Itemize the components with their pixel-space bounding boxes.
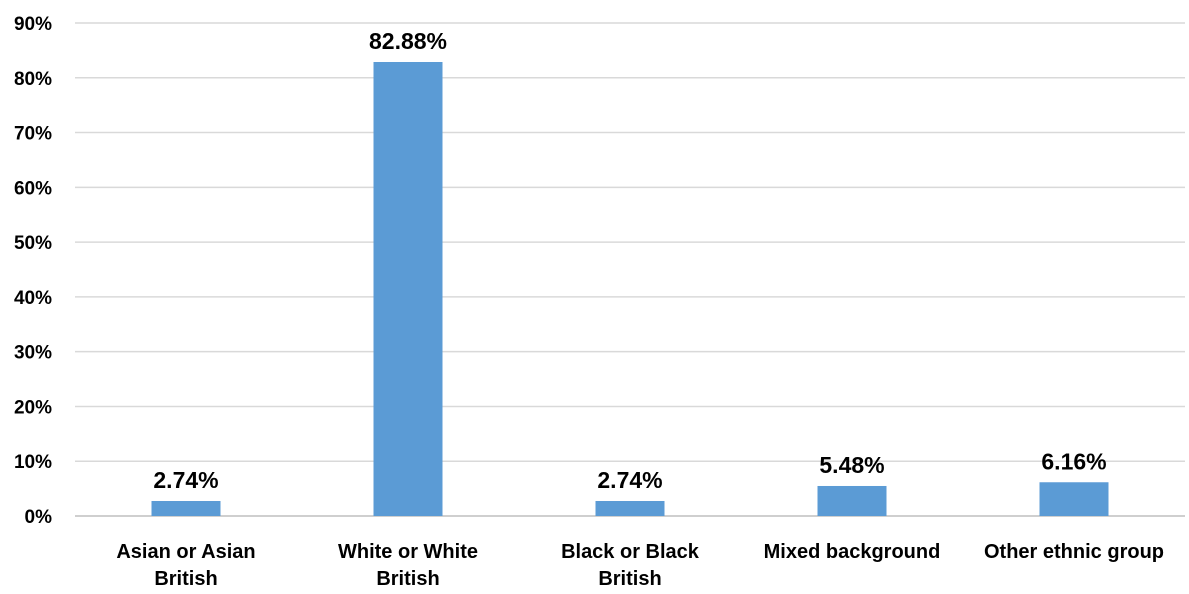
y-tick-label: 0% xyxy=(25,507,53,528)
category-label: Mixed background xyxy=(764,541,941,563)
y-tick-label: 70% xyxy=(14,124,52,145)
y-tick-label: 20% xyxy=(14,397,52,418)
y-tick-label: 50% xyxy=(14,233,52,254)
y-tick-label: 40% xyxy=(14,288,52,309)
y-tick-label: 80% xyxy=(14,69,52,90)
data-label: 82.88% xyxy=(369,28,447,54)
bar xyxy=(817,485,887,516)
category-labels: Asian or Asian British White or White Briti… xyxy=(116,541,1164,590)
bar xyxy=(595,500,665,516)
data-label: 6.16% xyxy=(1041,448,1106,474)
y-tick-label: 60% xyxy=(14,178,52,199)
bar xyxy=(151,500,221,516)
data-label: 2.74% xyxy=(153,467,218,493)
y-tick-label: 90% xyxy=(14,14,52,35)
category-label: White or White British xyxy=(338,541,478,590)
gridlines xyxy=(75,22,1185,517)
bar xyxy=(1039,482,1109,516)
data-labels: 2.74% 82.88% 2.74% 5.48% 6.16% xyxy=(153,28,1106,493)
bars xyxy=(151,62,1109,517)
y-tick-label: 10% xyxy=(14,452,52,473)
category-label: Asian or Asian British xyxy=(116,541,255,590)
y-tick-label: 30% xyxy=(14,343,52,364)
data-label: 2.74% xyxy=(597,467,662,493)
bar xyxy=(373,62,443,517)
y-axis-ticks: 0% 10% 20% 30% 40% 50% 60% 70% 80% 90% xyxy=(14,14,52,528)
category-label: Other ethnic group xyxy=(984,541,1164,563)
category-label: Black or Black British xyxy=(561,541,700,590)
data-label: 5.48% xyxy=(819,452,884,478)
